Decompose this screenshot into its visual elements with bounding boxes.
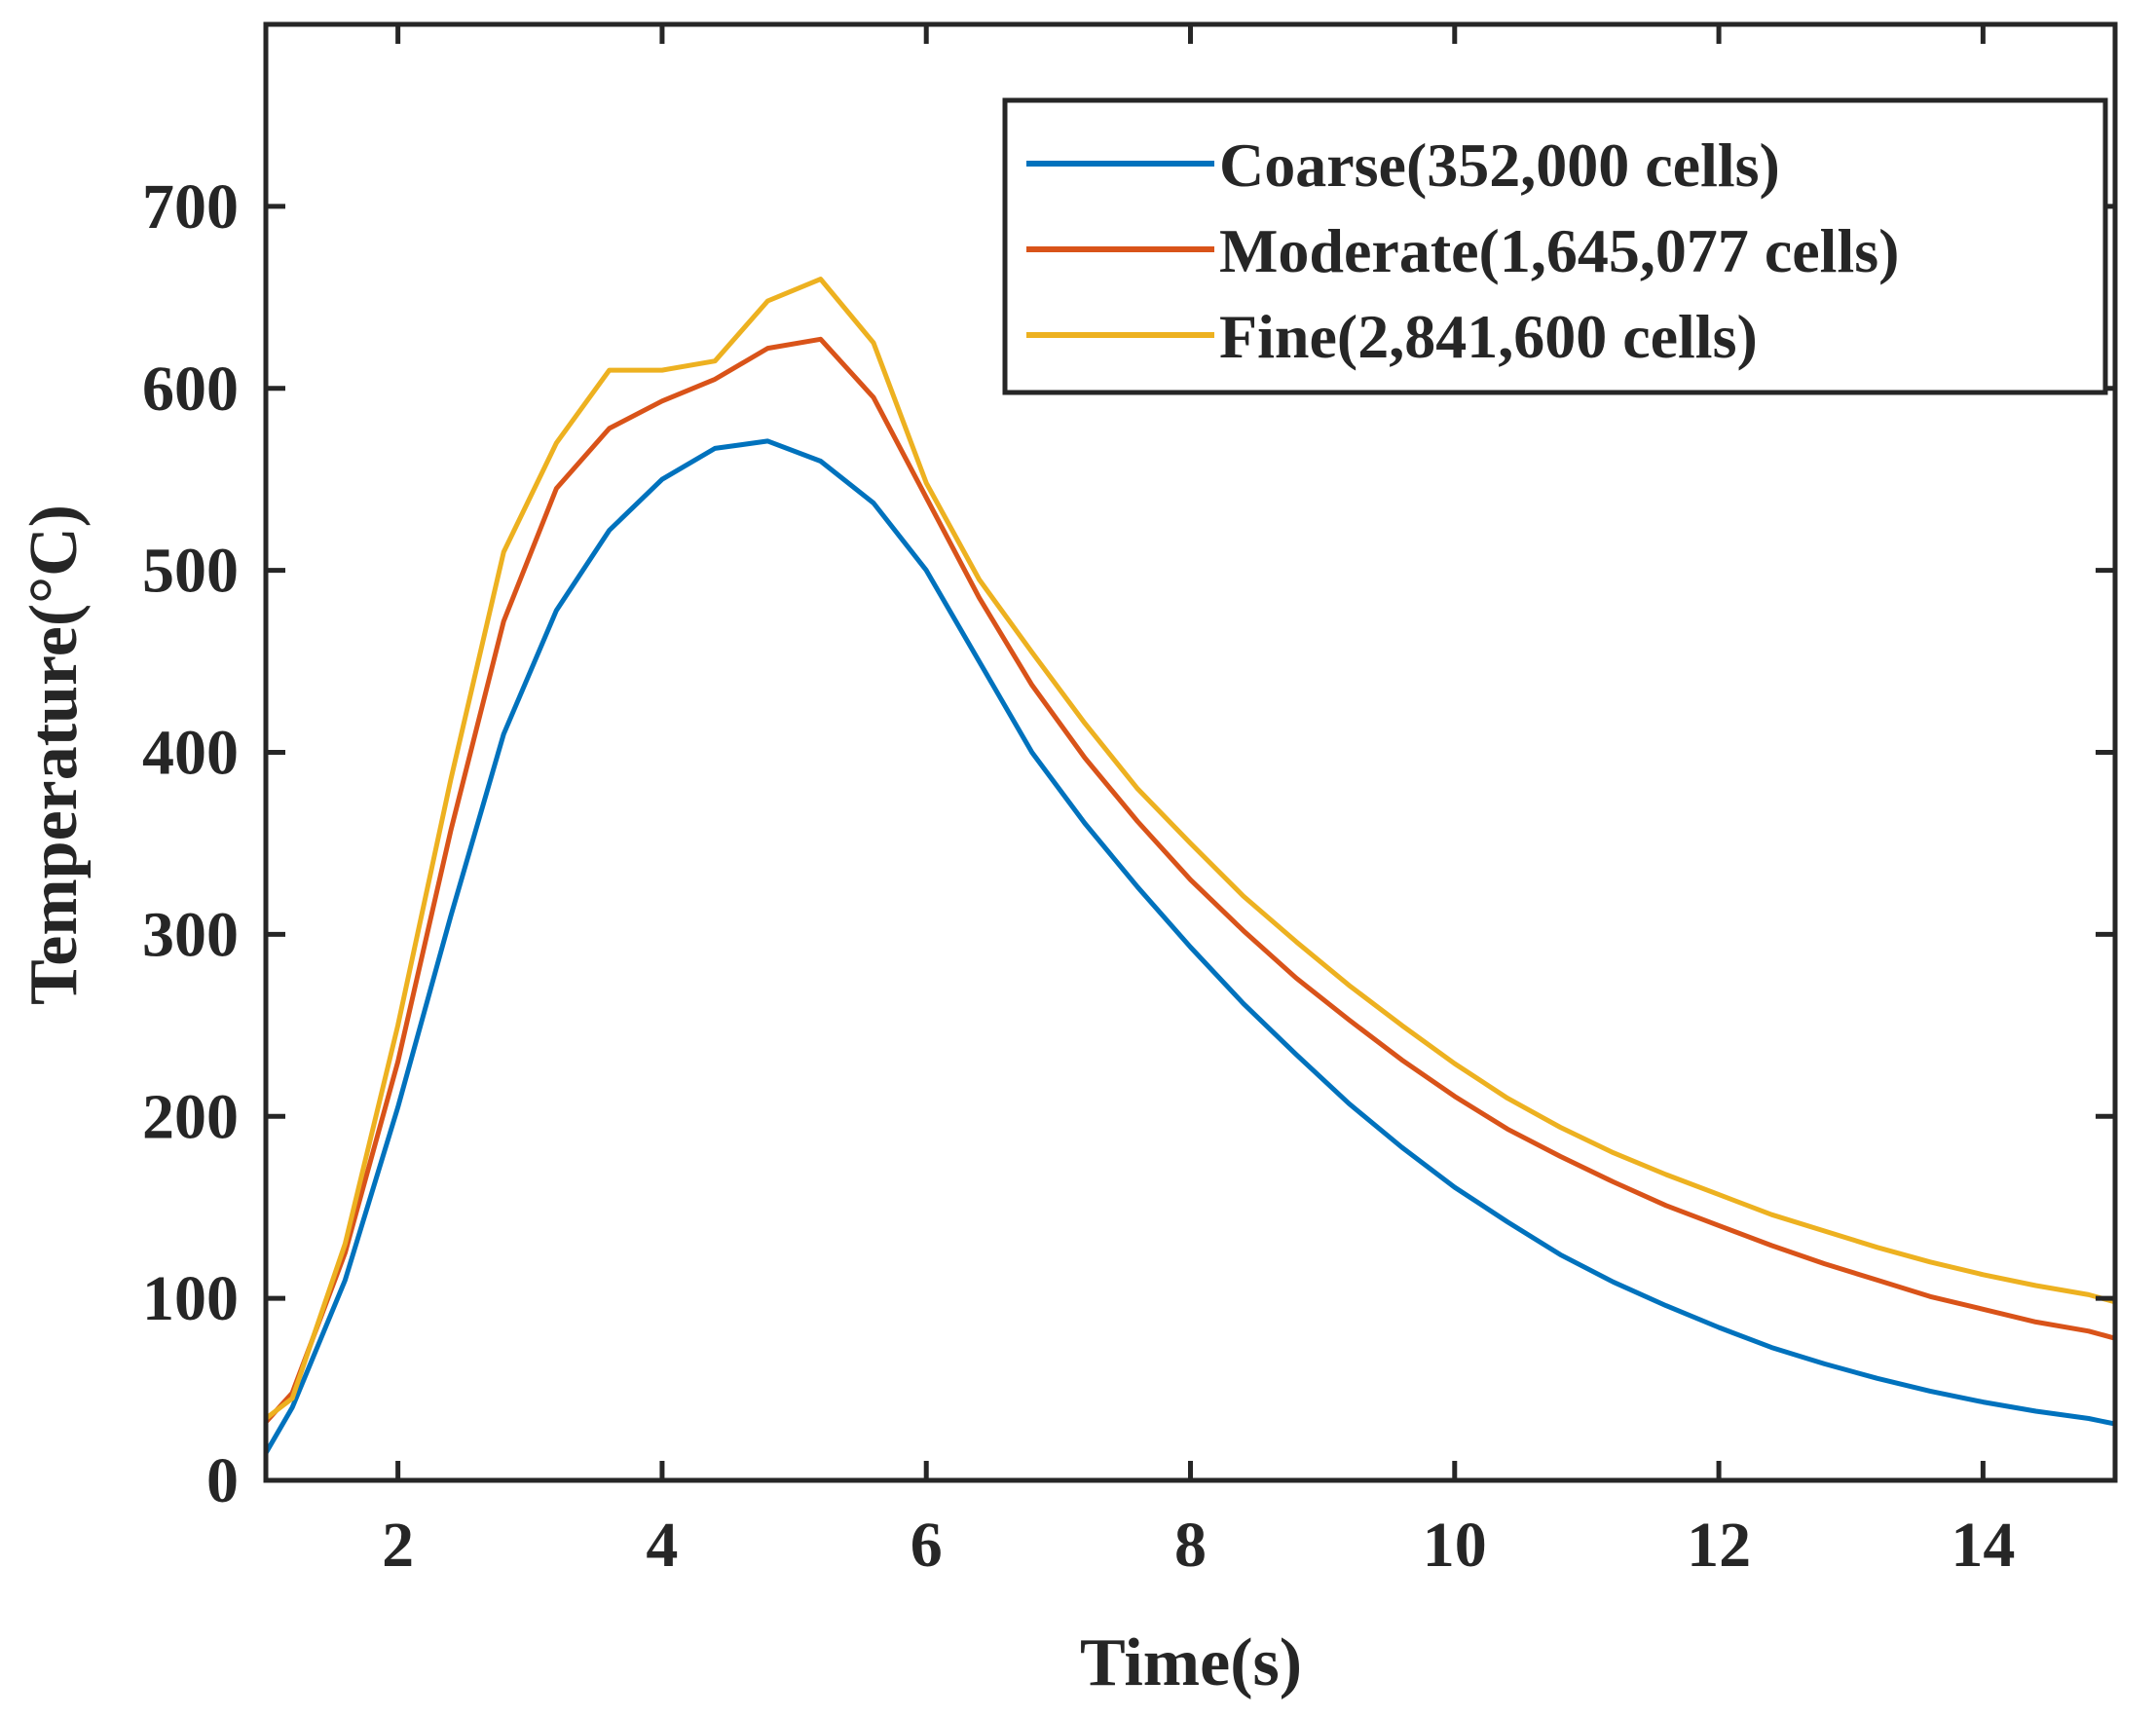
x-tick-label: 2 [382,1510,414,1581]
series-line-1 [266,438,2115,1456]
y-tick-label: 300 [142,899,239,970]
x-tick-label: 4 [646,1510,678,1581]
series-lines [266,277,2115,1456]
legend-label: Moderate(1,645,077 cells) [1219,216,1899,285]
y-tick-label: 100 [142,1263,239,1334]
y-tick-label: 400 [142,718,239,789]
y-axis-title: Temperature(°C) [17,504,92,1005]
legend-label: Coarse(352,000 cells) [1219,131,1780,200]
x-tick-label: 14 [1951,1510,2015,1581]
series-line-2 [266,336,2115,1425]
x-tick-label: 6 [911,1510,943,1581]
y-tick-label: 0 [206,1445,239,1516]
x-tick-label: 12 [1687,1510,1751,1581]
legend-entry: Moderate(1,645,077 cells) [1026,216,1899,285]
x-tick-label: 8 [1174,1510,1207,1581]
legend-entry: Fine(2,841,600 cells) [1026,302,1758,371]
legend-entry: Coarse(352,000 cells) [1026,131,1780,200]
y-tick-label: 200 [142,1081,239,1152]
x-tick-label: 10 [1423,1510,1487,1581]
y-tick-label: 500 [142,536,239,607]
legend-label: Fine(2,841,600 cells) [1219,302,1758,371]
series-line-3 [266,277,2115,1421]
axes: 2 4 6 8 10 12 14 0 100 200 300 400 500 600 700 [142,21,2118,1581]
y-tick-label: 600 [142,354,239,425]
y-tick-label: 700 [142,171,239,243]
x-axis-title: Time(s) [1080,1625,1302,1700]
legend: Coarse(352,000 cells) Moderate(1,645,077 … [1002,97,2108,395]
